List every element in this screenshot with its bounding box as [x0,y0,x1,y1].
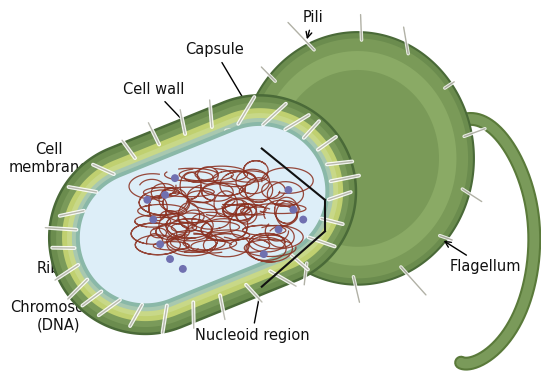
Circle shape [289,206,298,214]
Circle shape [285,186,292,194]
Polygon shape [276,70,439,247]
Polygon shape [62,108,343,321]
Polygon shape [272,65,444,252]
Circle shape [166,255,174,263]
Polygon shape [262,55,453,262]
Circle shape [275,225,282,233]
Polygon shape [49,95,356,334]
Text: Flagellum: Flagellum [445,242,521,274]
Polygon shape [56,102,349,327]
Circle shape [156,240,164,248]
Polygon shape [80,126,325,303]
Circle shape [149,216,157,223]
Polygon shape [72,118,333,311]
Text: Ribosome: Ribosome [37,256,136,276]
Text: Chromosome
(DNA): Chromosome (DNA) [10,300,107,333]
Circle shape [171,174,179,182]
Polygon shape [282,76,433,240]
Text: Pili: Pili [303,10,324,38]
Polygon shape [241,32,474,285]
Text: Cell wall: Cell wall [123,82,207,146]
Circle shape [161,191,169,199]
Circle shape [179,265,187,273]
Polygon shape [67,113,338,316]
Polygon shape [76,122,329,307]
Polygon shape [259,51,457,266]
Circle shape [299,216,307,223]
Text: Capsule: Capsule [185,42,250,109]
Polygon shape [250,42,465,274]
Circle shape [143,196,151,204]
Text: Nucleoid region: Nucleoid region [195,288,309,344]
Text: Cell
membrane: Cell membrane [9,142,89,175]
Polygon shape [247,38,468,278]
Circle shape [260,250,268,258]
